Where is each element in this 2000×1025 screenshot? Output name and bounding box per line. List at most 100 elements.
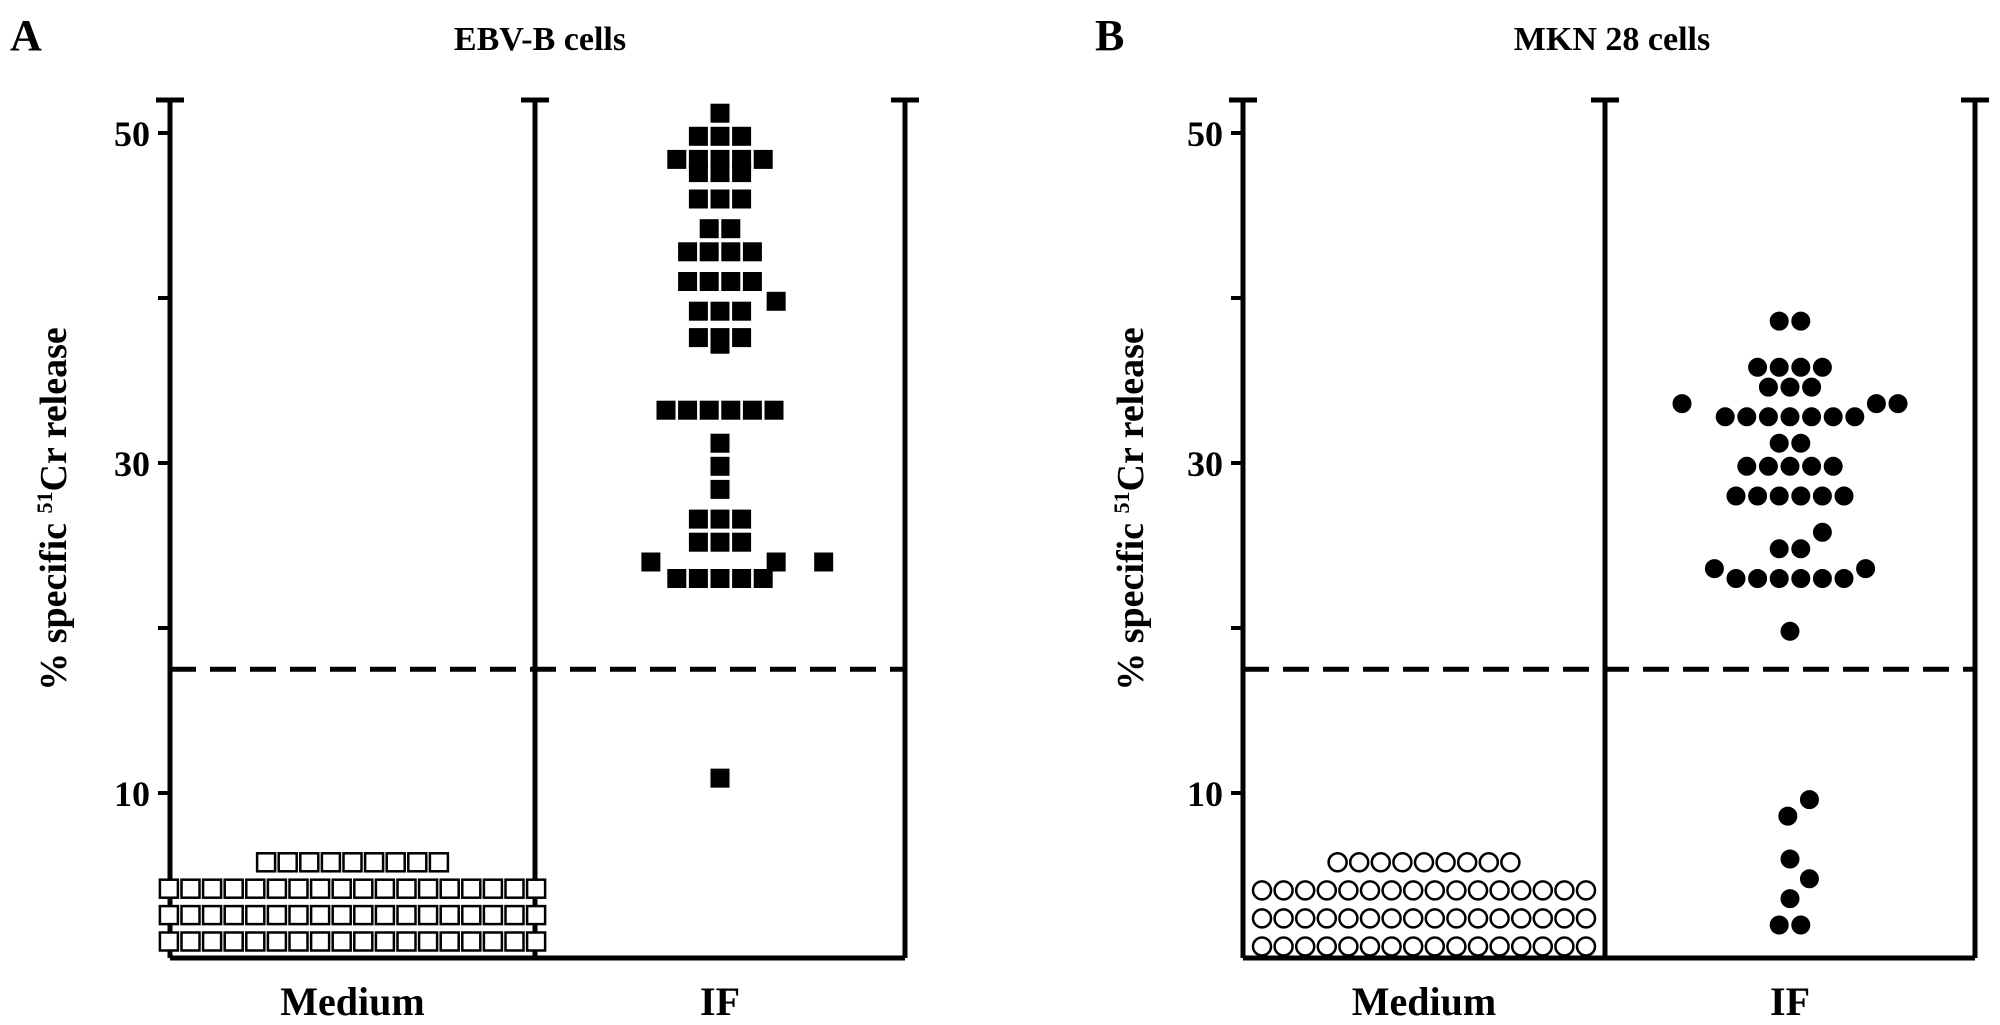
data-point [721,242,741,262]
data-point [1812,486,1832,506]
y-axis-label-text: % specific [1110,513,1152,690]
data-point [1316,908,1338,929]
data-point [1489,880,1510,901]
data-point [255,852,277,873]
series-if [1672,311,1908,935]
data-point [223,904,244,926]
data-point [1402,936,1424,957]
data-point [1780,407,1800,427]
data-point [201,931,223,952]
data-point [1273,908,1294,929]
data-point [309,904,331,926]
data-point [1467,880,1489,901]
data-point [699,242,719,262]
data-point [1359,880,1381,901]
data-point [688,328,708,348]
data-point [158,931,180,952]
data-point [245,931,266,952]
data-point [699,219,719,239]
data-point [688,163,708,183]
data-point [710,456,730,476]
data-point [1769,311,1789,331]
data-point [245,878,266,899]
data-point [266,904,288,926]
data-point [710,509,730,529]
data-point [1316,880,1338,901]
data-point [1478,852,1500,873]
data-point [1424,936,1446,957]
data-point [1758,377,1778,397]
y-axis-label-superscript: 51 [32,491,57,513]
data-point [688,189,708,209]
data-point [1748,569,1768,588]
y-axis-label-superscript: 51 [1109,491,1134,513]
data-point [1726,486,1746,506]
data-point [1758,456,1778,476]
data-point [1737,456,1757,476]
data-point [1780,377,1800,397]
data-point [1532,908,1554,929]
series-medium [158,852,547,952]
data-point [1489,908,1510,929]
panel-b: B MKN 28 cells % specific 51Cr release 10 30… [1095,11,1989,1024]
data-point [374,904,396,926]
data-point [504,904,525,926]
data-point [1273,880,1294,901]
y-tick-label: 10 [1187,774,1223,814]
data-point [710,126,730,146]
data-point [1748,357,1768,377]
data-point [1532,880,1554,901]
x-category-label: Medium [280,979,424,1020]
data-point [504,931,525,952]
data-point [299,852,320,873]
data-point [1381,908,1402,929]
data-point [678,272,698,291]
data-point [223,931,244,952]
data-point [732,328,752,348]
data-point [342,852,363,873]
data-point [1338,880,1359,901]
data-point [753,149,773,169]
data-point [1715,407,1735,427]
data-point [1799,790,1819,810]
data-point [1402,880,1424,901]
data-point [1359,908,1381,929]
data-point [525,931,547,952]
data-point [732,569,752,588]
data-point [1554,880,1575,901]
data-point [1402,908,1424,929]
data-point [180,878,201,899]
y-axis-label-text: % specific [33,513,75,690]
data-point [1812,522,1832,542]
data-point [688,569,708,588]
data-point [331,931,352,952]
data-point [1294,880,1316,901]
data-point [1381,936,1402,957]
data-point [1726,569,1746,588]
data-point [688,301,708,321]
data-point [407,852,428,873]
data-point [363,852,385,873]
data-point [732,509,752,529]
data-point [288,904,309,926]
data-point [1888,394,1908,414]
data-point [678,400,698,420]
data-point [1424,880,1446,901]
data-point [1748,486,1768,506]
data-point [1294,936,1316,957]
x-category-label: Medium [1352,979,1496,1020]
data-point [1780,456,1800,476]
data-point [1812,357,1832,377]
data-point [1392,852,1413,873]
series-if [641,103,834,788]
data-point [710,433,730,453]
data-point [245,904,266,926]
data-point [732,126,752,146]
data-point [710,163,730,183]
data-point [1510,880,1532,901]
data-point [1489,936,1510,957]
data-point [385,852,406,873]
data-point [1273,936,1294,957]
data-point [482,931,504,952]
